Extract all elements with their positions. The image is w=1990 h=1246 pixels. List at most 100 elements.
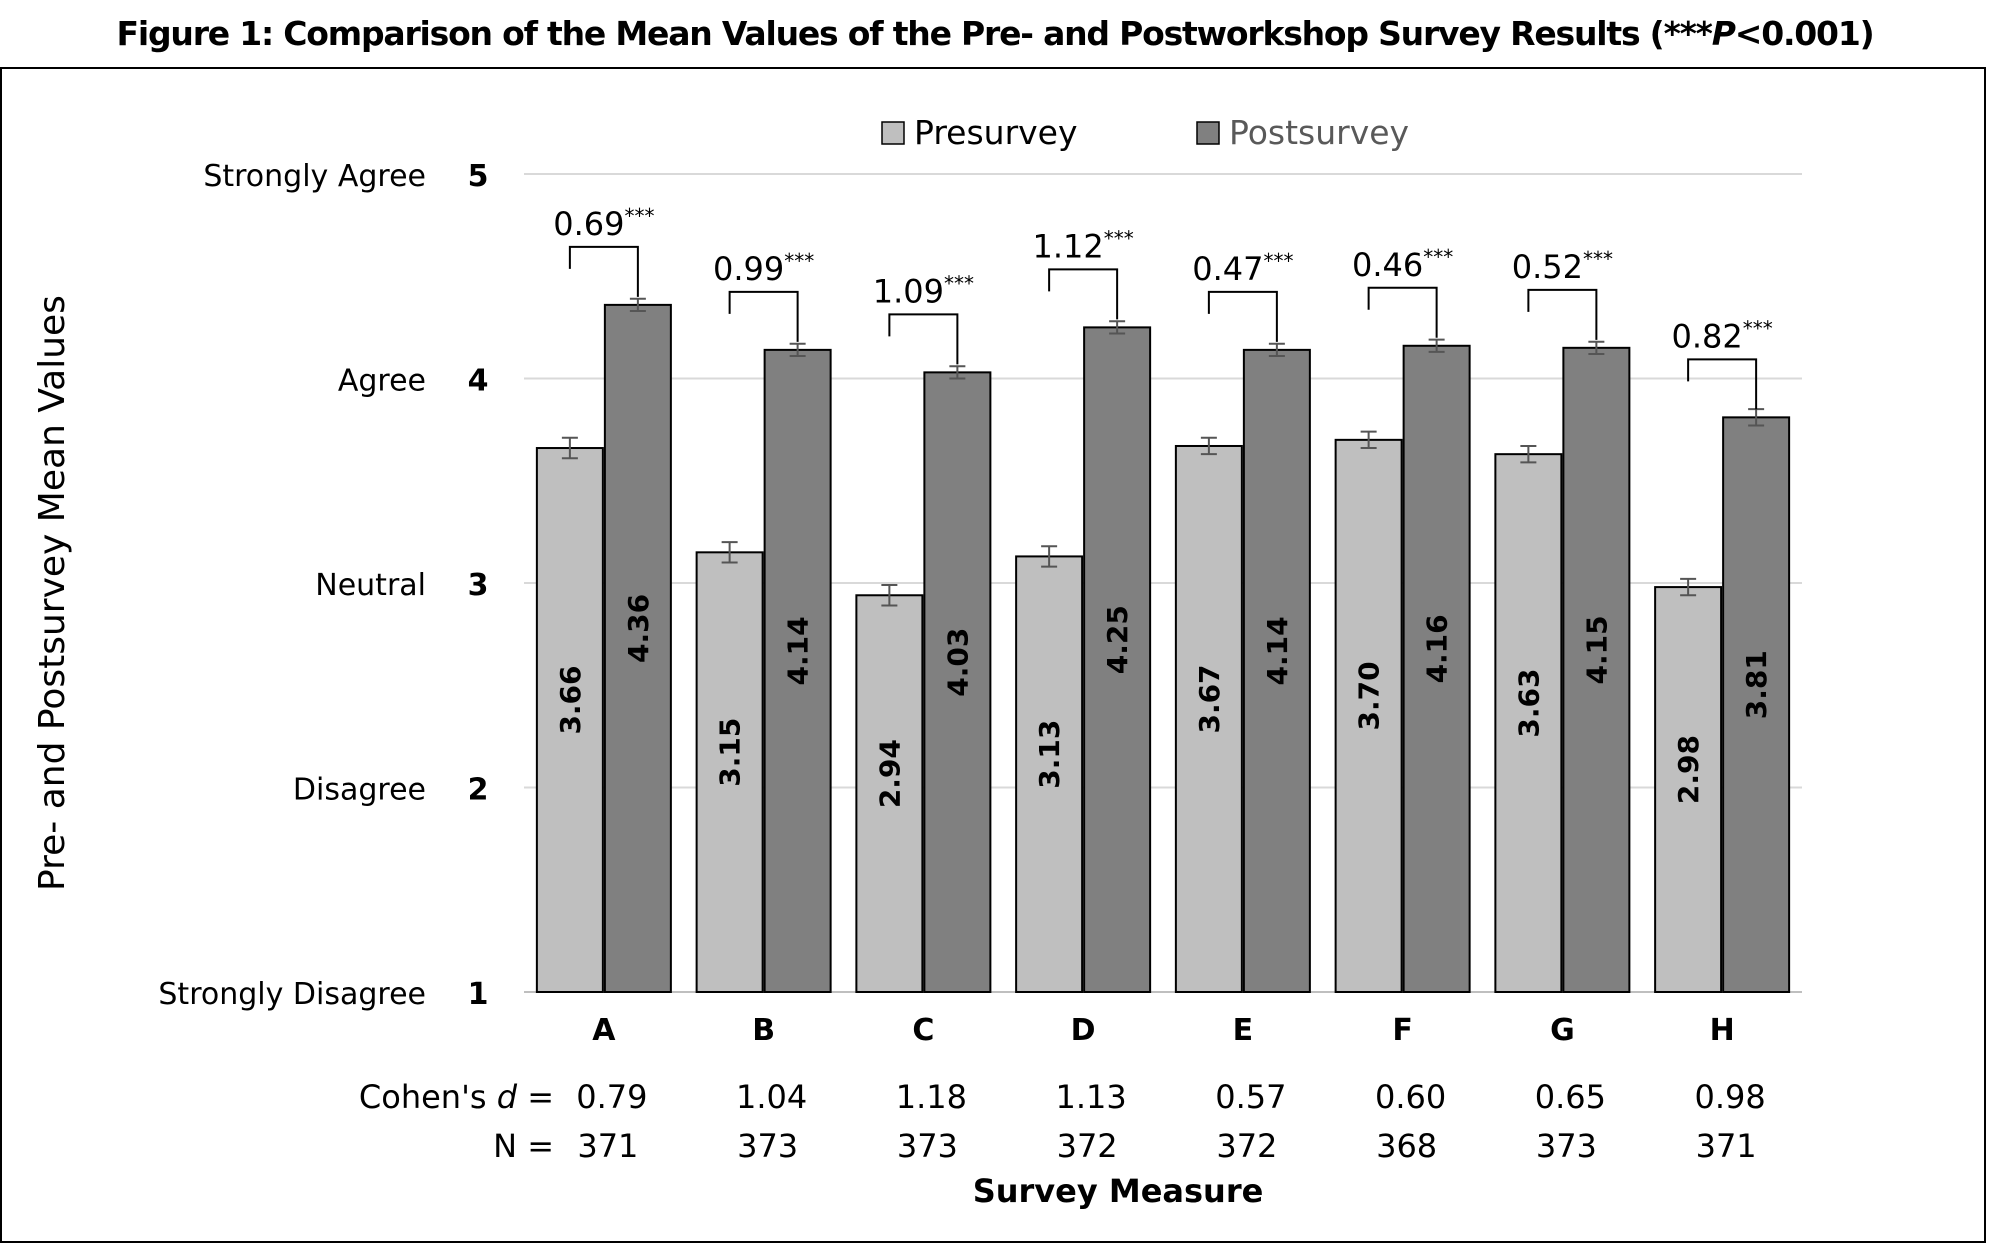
cohens-d-label-part-0: Cohen's	[359, 1078, 497, 1116]
cohens-d-value-E: 0.57	[1215, 1078, 1286, 1116]
cohens-d-label-part-1: d	[497, 1078, 518, 1116]
y-tick-label-5: Strongly Agree	[203, 159, 426, 194]
cohens-d-value-C: 1.18	[896, 1078, 967, 1116]
x-tick-label-E: E	[1233, 1013, 1254, 1048]
difference-value-D: 1.12	[1033, 227, 1104, 265]
cohens-d-value-G: 0.65	[1535, 1078, 1606, 1116]
significance-stars-F: ***	[1423, 245, 1453, 269]
bar-postsurvey-C	[923, 371, 992, 993]
difference-value-H: 0.82	[1672, 317, 1743, 355]
bar-chart: 1 Strongly Disagree 2 Disagree 3 Neutral 4 Agre…	[32, 113, 1802, 1210]
bar-postsurvey-H	[1722, 416, 1791, 994]
difference-label-H: 0.82***	[1672, 316, 1773, 355]
value-label-presurvey-G: 3.63	[1512, 669, 1545, 738]
value-label-presurvey-A: 3.66	[554, 665, 587, 734]
n-value-A: 371	[577, 1127, 638, 1165]
title-p-symbol: P	[1711, 14, 1736, 53]
significance-stars-B: ***	[784, 249, 814, 273]
difference-label-G: 0.52***	[1512, 247, 1613, 286]
n-value-G: 373	[1536, 1127, 1597, 1165]
y-tick-value-2: 2	[468, 773, 489, 808]
significance-stars-H: ***	[1743, 316, 1773, 340]
difference-value-E: 0.47	[1192, 250, 1263, 288]
bracket-A	[568, 245, 639, 297]
x-tick-label-H: H	[1710, 1013, 1735, 1048]
y-tick-label-1: Strongly Disagree	[158, 977, 426, 1012]
bar-postsurvey-F	[1402, 344, 1471, 993]
difference-label-D: 1.12***	[1033, 226, 1134, 265]
bracket-B	[728, 290, 799, 342]
difference-value-F: 0.46	[1352, 246, 1423, 284]
value-label-postsurvey-A: 4.36	[622, 594, 655, 663]
cohens-d-value-D: 1.13	[1056, 1078, 1127, 1116]
n-value-H: 371	[1696, 1127, 1757, 1165]
y-tick-label-2: Disagree	[293, 773, 426, 808]
bar-presurvey-C	[855, 594, 924, 994]
bar-presurvey-H	[1654, 586, 1723, 994]
y-tick-value-1: 1	[468, 977, 489, 1012]
difference-value-B: 0.99	[713, 250, 784, 288]
value-label-postsurvey-F: 4.16	[1421, 614, 1454, 683]
difference-label-B: 0.99***	[713, 249, 814, 288]
legend-swatch-postsurvey	[1196, 121, 1220, 145]
difference-label-C: 1.09***	[873, 271, 974, 310]
legend-label-postsurvey: Postsurvey	[1229, 113, 1409, 152]
x-tick-label-D: D	[1071, 1013, 1096, 1048]
value-label-postsurvey-G: 4.15	[1580, 615, 1613, 684]
cohens-d-label: Cohen's d =	[359, 1078, 554, 1116]
difference-label-F: 0.46***	[1352, 245, 1453, 284]
title-suffix: <0.001)	[1734, 14, 1875, 53]
value-label-presurvey-B: 3.15	[714, 718, 747, 787]
value-label-postsurvey-D: 4.25	[1101, 605, 1134, 674]
bar-presurvey-G	[1494, 453, 1563, 994]
title-prefix: Figure 1: Comparison of the Mean Values …	[116, 14, 1713, 53]
bar-presurvey-F	[1334, 438, 1403, 994]
n-value-C: 373	[897, 1127, 958, 1165]
x-tick-label-A: A	[592, 1013, 616, 1048]
bar-postsurvey-A	[603, 303, 672, 993]
significance-stars-D: ***	[1104, 226, 1134, 250]
cohens-d-value-A: 0.79	[576, 1078, 647, 1116]
bar-postsurvey-B	[763, 348, 832, 993]
significance-stars-C: ***	[944, 271, 974, 295]
cohens-d-value-H: 0.98	[1695, 1078, 1766, 1116]
figure-title: Figure 1: Comparison of the Mean Values …	[0, 14, 1990, 53]
n-value-B: 373	[737, 1127, 798, 1165]
cohens-d-value-B: 1.04	[736, 1078, 807, 1116]
n-value-E: 372	[1216, 1127, 1277, 1165]
x-tick-label-F: F	[1392, 1013, 1413, 1048]
x-tick-label-C: C	[912, 1013, 934, 1048]
n-value-D: 372	[1057, 1127, 1118, 1165]
bracket-G	[1527, 288, 1598, 340]
x-tick-label-B: B	[752, 1013, 775, 1048]
difference-value-C: 1.09	[873, 272, 944, 310]
cohens-d-label-part-2: =	[517, 1078, 554, 1116]
bar-presurvey-D	[1015, 555, 1084, 993]
y-tick-value-3: 3	[468, 568, 489, 603]
y-tick-label-3: Neutral	[315, 568, 426, 603]
chart-frame: 1 Strongly Disagree 2 Disagree 3 Neutral 4 Agre…	[0, 67, 1986, 1243]
value-label-presurvey-C: 2.94	[873, 739, 906, 808]
bar-postsurvey-G	[1562, 346, 1631, 993]
bracket-H	[1687, 358, 1758, 410]
y-tick-value-5: 5	[468, 159, 489, 194]
difference-label-A: 0.69***	[553, 204, 654, 243]
bar-presurvey-A	[535, 447, 604, 993]
y-axis-title: Pre- and Postsurvey Mean Values	[32, 295, 73, 891]
bar-presurvey-B	[695, 551, 764, 993]
difference-value-A: 0.69	[553, 205, 624, 243]
bar-presurvey-E	[1174, 444, 1243, 993]
value-label-postsurvey-E: 4.14	[1261, 616, 1294, 685]
n-label: N =	[493, 1127, 554, 1165]
x-tick-label-G: G	[1550, 1013, 1575, 1048]
value-label-postsurvey-H: 3.81	[1740, 650, 1773, 719]
bracket-E	[1207, 290, 1278, 342]
bar-postsurvey-E	[1242, 348, 1311, 993]
value-label-presurvey-H: 2.98	[1672, 735, 1705, 804]
difference-label-E: 0.47***	[1192, 249, 1293, 288]
n-value-F: 368	[1376, 1127, 1437, 1165]
significance-stars-E: ***	[1264, 249, 1294, 273]
value-label-postsurvey-B: 4.14	[782, 616, 815, 685]
legend-swatch-presurvey	[881, 121, 905, 145]
bracket-D	[1048, 268, 1119, 320]
